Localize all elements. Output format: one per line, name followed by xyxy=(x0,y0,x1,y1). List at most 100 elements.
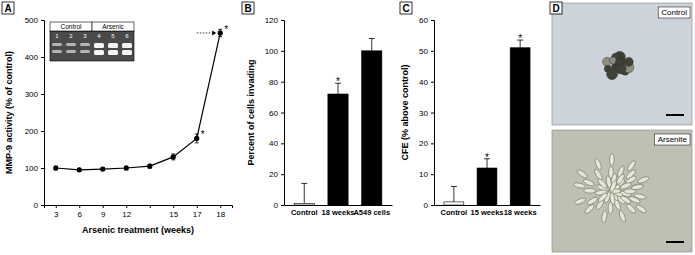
bar xyxy=(294,203,314,205)
gel-band xyxy=(66,50,76,53)
y-tick: 100 xyxy=(265,47,284,56)
y-tick-label: 0 xyxy=(274,201,279,210)
x-tick-mark xyxy=(79,205,80,208)
x-tick: A549 cells xyxy=(353,205,390,217)
x-axis-line xyxy=(285,205,393,206)
x-tick-label: Control xyxy=(441,208,468,217)
micrograph-label-box xyxy=(655,134,690,145)
micrograph: Control xyxy=(552,3,692,125)
x-axis-title: Arsenic treatment (weeks) xyxy=(82,225,194,235)
x-tick-label: 18 weeks xyxy=(322,208,355,217)
y-tick: 500 xyxy=(25,16,44,25)
error-bar xyxy=(304,183,305,203)
y-tick: 20 xyxy=(269,170,284,179)
y-tick-label: 0 xyxy=(424,201,429,210)
cell xyxy=(607,69,618,80)
cell xyxy=(625,203,637,215)
y-tick-mark xyxy=(41,20,44,21)
gel-group-label: Arsenic xyxy=(102,23,124,30)
x-tick: 15 xyxy=(169,205,178,219)
y-axis-title: Percent of cells invading xyxy=(246,59,256,165)
gel-band xyxy=(108,50,118,55)
x-tick-label: 12 xyxy=(122,210,131,219)
cell xyxy=(594,158,603,171)
gel-band xyxy=(52,43,62,46)
x-tick-label: 18 xyxy=(216,210,225,219)
error-cap xyxy=(451,186,457,187)
x-axis-line xyxy=(435,205,541,206)
micrograph-frame xyxy=(552,3,692,125)
y-axis-line xyxy=(281,21,285,206)
error-cap xyxy=(195,142,199,143)
error-cap xyxy=(301,183,307,184)
gel-band xyxy=(80,50,90,53)
y-tick-label: 50 xyxy=(419,47,428,56)
x-tick: 3 xyxy=(54,205,59,219)
y-axis: 0102030405060 xyxy=(419,16,434,210)
gel-lane-label: 4 xyxy=(97,33,101,39)
x-tick-mark xyxy=(197,205,198,208)
y-tick: 200 xyxy=(25,127,44,136)
x-axis-line xyxy=(45,206,233,209)
x-tick: 17 xyxy=(193,205,202,219)
x-axis: Control18 weeksA549 cells xyxy=(285,205,393,217)
panel-letter: D xyxy=(552,3,559,14)
y-axis: 020406080100120 xyxy=(265,16,285,210)
scale-bar xyxy=(666,114,684,116)
error-cap xyxy=(171,159,175,160)
x-tick: 9 xyxy=(101,205,106,219)
cell xyxy=(634,193,647,200)
gel-lane-label: 3 xyxy=(83,33,87,39)
x-tick: 18 weeks xyxy=(504,205,537,217)
y-tick-mark xyxy=(281,20,284,21)
figure: 0100200300400500MMP-9 activity (% of con… xyxy=(0,0,695,255)
y-tick-mark xyxy=(431,174,434,175)
error-cap xyxy=(218,29,222,30)
y-tick: 400 xyxy=(25,53,44,62)
plot-marks xyxy=(53,29,223,172)
micrograph-frame xyxy=(552,130,692,252)
y-tick-label: 40 xyxy=(419,78,428,87)
cell xyxy=(618,210,627,223)
y-tick-label: 200 xyxy=(25,127,39,136)
y-tick-mark xyxy=(431,205,434,206)
x-tick-label: 18 weeks xyxy=(504,208,537,217)
gel-band xyxy=(52,50,62,53)
cell xyxy=(609,153,614,165)
data-point xyxy=(194,136,199,141)
y-tick-mark xyxy=(281,205,284,206)
inset-gel: Control123Arsenic456 xyxy=(50,22,134,61)
annotation: * xyxy=(485,152,489,163)
y-tick-label: 20 xyxy=(269,170,278,179)
y-tick-label: 30 xyxy=(419,109,428,118)
panel-letter-box xyxy=(2,2,14,14)
annotation: * xyxy=(336,76,340,87)
cell xyxy=(573,182,586,189)
annotation: * xyxy=(201,129,205,140)
panel-letter: C xyxy=(402,3,409,14)
x-tick-mark xyxy=(220,205,221,208)
y-axis: 0100200300400500 xyxy=(25,16,45,210)
panel-letter-box xyxy=(550,2,562,14)
micrograph-content xyxy=(552,130,692,252)
error-cap xyxy=(171,153,175,154)
x-tick: 15 weeks xyxy=(471,205,504,217)
x-tick: 18 xyxy=(216,205,225,219)
y-tick-mark xyxy=(431,82,434,83)
gel-band xyxy=(122,50,132,55)
error-cap xyxy=(195,133,199,134)
y-tick-mark xyxy=(41,168,44,169)
micrograph-label-box xyxy=(658,7,690,18)
panel-letter: B xyxy=(244,3,251,14)
y-tick-mark xyxy=(281,82,284,83)
gel-group-box xyxy=(50,22,92,31)
y-tick: 80 xyxy=(269,78,284,87)
y-tick: 40 xyxy=(269,139,284,148)
y-tick-mark xyxy=(431,113,434,114)
bar xyxy=(328,94,348,205)
data-line xyxy=(56,33,221,170)
y-tick: 0 xyxy=(274,201,284,210)
y-tick: 10 xyxy=(419,170,434,179)
y-tick-mark xyxy=(431,143,434,144)
y-axis-title: MMP-9 activity (% of control) xyxy=(4,51,14,174)
